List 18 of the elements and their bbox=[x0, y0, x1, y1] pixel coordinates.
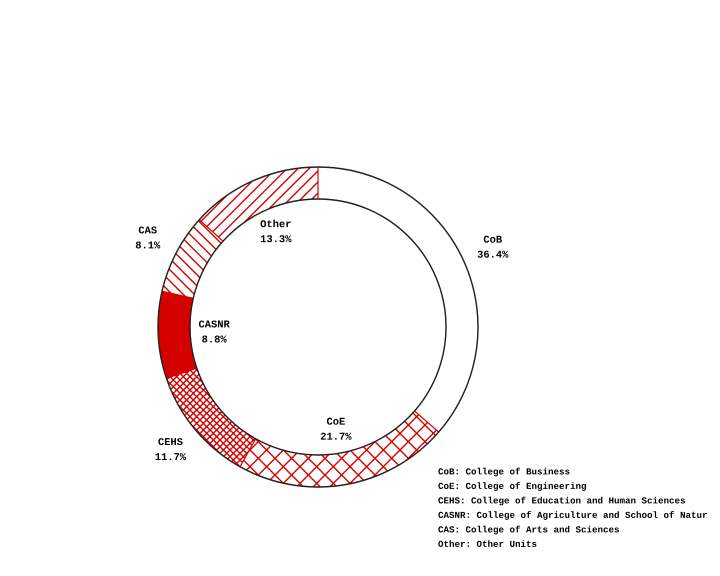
data-label: 11.7% bbox=[156, 453, 186, 460]
text: CEHS: College of Education and Human Sciences bbox=[438, 496, 685, 506]
slice-label: CEHS bbox=[158, 438, 183, 446]
data-label: 13.3% bbox=[260, 235, 292, 242]
text: CASNR: College of Agriculture and School of Natur bbox=[438, 511, 707, 520]
text: CAS: College of Arts and Sciences bbox=[438, 526, 619, 534]
slice-label: CASNR bbox=[198, 320, 230, 328]
text: CoB: College of Business bbox=[438, 468, 570, 476]
slice-label: Other bbox=[260, 220, 291, 228]
slice-label: CoE bbox=[326, 418, 345, 425]
data-label: 8.1% bbox=[136, 241, 160, 249]
slice-label: CoB bbox=[484, 236, 502, 243]
data-label: 21.7% bbox=[320, 432, 352, 440]
slice-label: CAS bbox=[138, 226, 157, 234]
text: Other: Other Units bbox=[438, 540, 536, 547]
text: CoE: College of Engineering bbox=[438, 482, 586, 491]
data-label: 8.8% bbox=[202, 335, 227, 343]
data-label: 36.4% bbox=[478, 250, 508, 258]
